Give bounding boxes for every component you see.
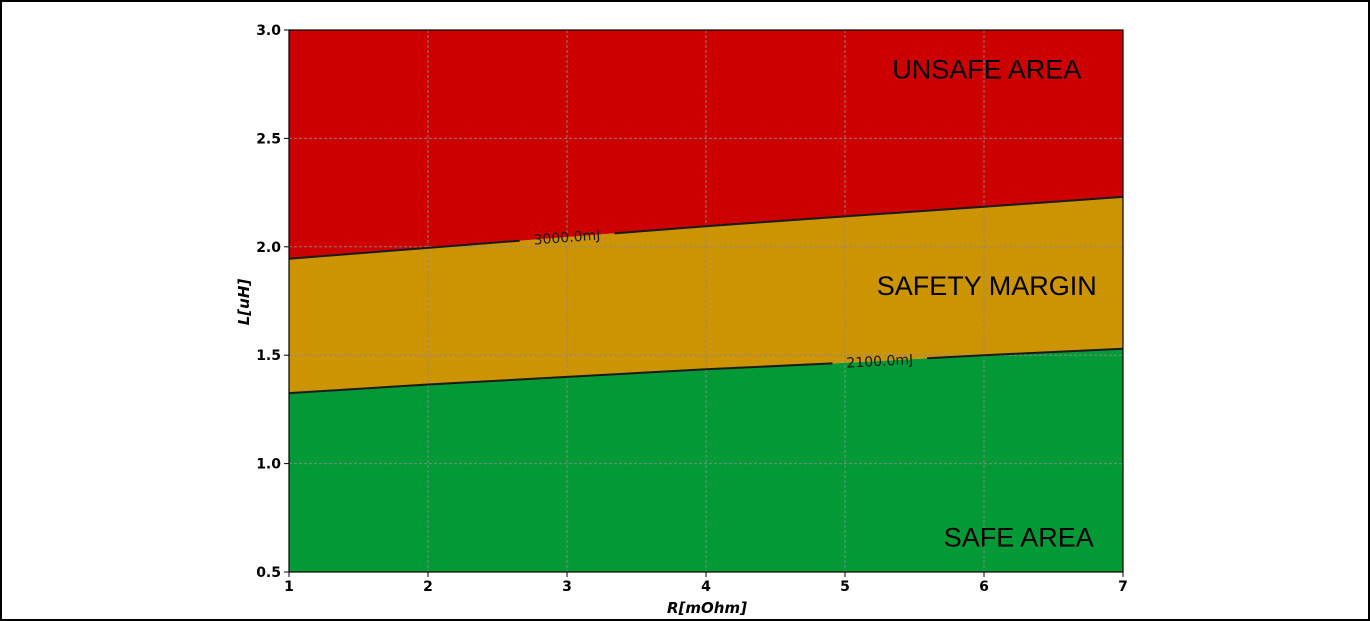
x-tick-label-3: 3 <box>562 579 572 595</box>
x-tick-label-7: 7 <box>1118 579 1128 595</box>
x-tick-label-5: 5 <box>840 579 850 595</box>
contour-label-30000mj: 3000.0mJ <box>533 227 601 248</box>
contour-layer <box>288 195 1124 395</box>
contour-line-0-left <box>288 362 833 395</box>
labels-layer: 2100.0mJ 3000.0mJ SAFE AREA SAFETY MARGIN UN… <box>533 54 1097 552</box>
x-tick-label-1: 1 <box>284 579 294 595</box>
unsafe-area-region <box>289 30 1123 259</box>
y-tick-label-0_5: 0.5 <box>256 565 281 581</box>
y-tick-label-3_0: 3.0 <box>256 23 281 39</box>
y-tick-label-1_5: 1.5 <box>256 348 281 364</box>
x-tick-label-2: 2 <box>423 579 433 595</box>
x-axis-label: R[mOhm] <box>667 599 747 617</box>
y-tick-label-1_0: 1.0 <box>256 457 281 473</box>
contour-line-1-left <box>288 239 520 260</box>
contour-line-1-right <box>614 195 1124 235</box>
contour-line-0-right <box>926 347 1124 360</box>
unsafe-area-label: UNSAFE AREA <box>892 54 1081 84</box>
y-tick-label-2_0: 2.0 <box>256 240 281 256</box>
y-axis-label: L[uH] <box>235 279 253 326</box>
x-tick-label-6: 6 <box>979 579 989 595</box>
axes-layer: 1 2 3 4 5 6 7 0.5 1.0 1.5 2.0 2.5 3.0 <box>256 23 1128 595</box>
safety-margin-label: SAFETY MARGIN <box>877 271 1097 301</box>
x-tick-label-4: 4 <box>701 579 711 595</box>
safe-area-label: SAFE AREA <box>944 523 1094 553</box>
contour-label-21000mj: 2100.0mJ <box>846 352 914 372</box>
y-tick-label-2_5: 2.5 <box>256 131 281 147</box>
regions-layer <box>289 30 1123 572</box>
